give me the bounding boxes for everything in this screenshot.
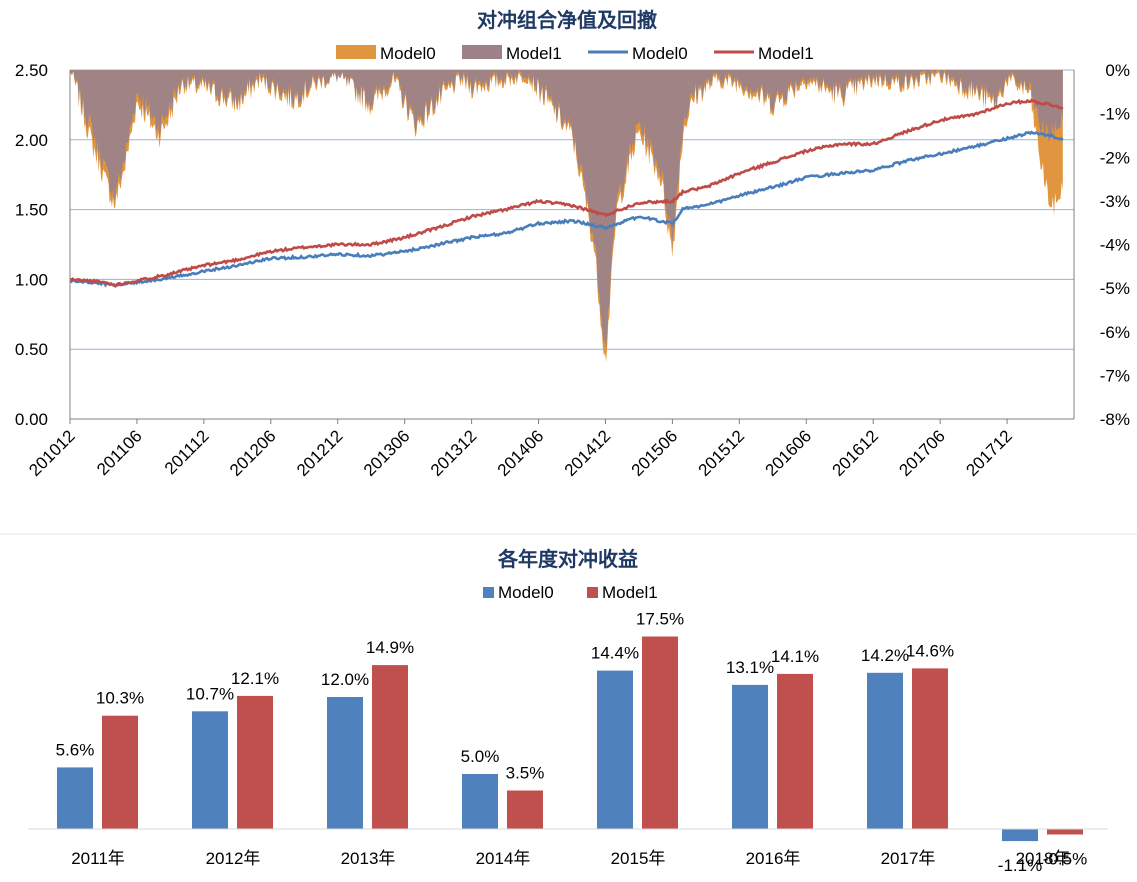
left-tick-label: 0.50 [15,340,48,359]
model1-bar-label: 12.1% [231,669,279,688]
x-tick-label: 201012 [25,426,79,480]
model0-bar [327,697,363,829]
right-tick-label: -5% [1100,279,1130,298]
model0-bar-label: 14.4% [591,644,639,663]
category-label: 2013年 [341,849,396,868]
right-tick-label: -2% [1100,148,1130,167]
top-chart-right-ticks: 0% -1% -2% -3% -4% -5% -6% -7% -8% [1100,61,1130,429]
right-tick-label: -1% [1100,105,1130,124]
legend-bar-model0-swatch [483,587,494,598]
model1-bar [912,668,948,829]
x-tick-label: 201412 [561,426,615,480]
legend-model0-area-swatch [336,45,376,59]
model0-bar-label: 10.7% [186,684,234,703]
x-tick-label: 201612 [828,426,882,480]
x-tick-label: 201312 [427,426,481,480]
model1-bar-label: 10.3% [96,689,144,708]
right-tick-label: -8% [1100,410,1130,429]
category-label: 2014年 [476,849,531,868]
right-tick-label: -6% [1100,323,1130,342]
right-tick-label: -3% [1100,192,1130,211]
category-label: 2016年 [746,849,801,868]
legend-model1-area-label: Model1 [506,44,562,63]
bottom-chart-legend: Model0 Model1 [483,583,658,602]
model1-bar [237,695,273,829]
model0-bar [732,684,768,829]
top-chart-axes [69,70,1075,420]
model1-bar [507,790,543,829]
model0-bar-label: 12.0% [321,670,369,689]
category-label: 2017年 [881,849,936,868]
bottom-chart-data-labels: 5.6% 10.3% 10.7%12.1% 12.0% 14.9% 5.0% 3.5% 14.… [56,610,1088,876]
model0-bar-label: 5.6% [56,740,95,759]
model1-bar-label: 14.1% [771,647,819,666]
model1-drawdown-area [70,70,1063,350]
top-chart-nav-lines [69,98,1064,289]
x-tick-label: 201606 [762,426,816,480]
model1-bar-label: 14.9% [366,638,414,657]
model0-bar [1002,829,1038,842]
legend-model1-area-swatch [462,45,502,59]
top-chart-title: 对冲组合净值及回撤 [477,8,657,32]
top-chart-x-ticks: 201012 201106 201112 201206 201212 201306 2013… [25,419,1016,480]
x-tick-label: 201512 [695,426,749,480]
model1-bar-label: 3.5% [506,764,545,783]
category-label: 2012年 [206,849,261,868]
bottom-chart-bars [57,636,1083,842]
model1-bar [372,665,408,829]
legend-bar-model1-label: Model1 [602,583,658,602]
top-chart-left-ticks: 0.00 0.50 1.00 1.50 2.00 2.50 [15,61,48,429]
top-chart-drawdown-areas [70,70,1063,362]
category-label: 2018年 [1016,849,1071,868]
x-tick-label: 201106 [93,426,146,479]
category-label: 2011年 [71,849,125,868]
model0-bar [462,774,498,829]
bottom-chart-category-labels: 2011年 2012年 2013年 2014年 2015年 2016年 2017年 2018年 [71,849,1070,868]
model0-nav-line [69,130,1064,289]
model1-bar [102,715,138,829]
legend-model0-line-label: Model0 [632,44,688,63]
legend-bar-model1-swatch [587,587,598,598]
left-tick-label: 1.50 [15,201,48,220]
legend-model1-line-label: Model1 [758,44,814,63]
left-tick-label: 0.00 [15,410,48,429]
model1-bar-label: 14.6% [906,641,954,660]
x-tick-label: 201306 [360,426,414,480]
model1-bar-label: 17.5% [636,610,684,629]
model1-bar [1047,829,1083,835]
bottom-chart-title: 各年度对冲收益 [497,547,638,571]
model0-bar [192,711,228,829]
x-tick-label: 201112 [161,426,213,478]
x-tick-label: 201706 [895,426,949,480]
model0-bar-label: 14.2% [861,646,909,665]
right-tick-label: -7% [1100,366,1130,385]
model1-nav-line [69,98,1064,288]
legend-model0-area-label: Model0 [380,44,436,63]
model1-bar-label: -0.5% [1043,850,1087,869]
right-tick-label: -4% [1100,236,1130,255]
model0-bar [597,670,633,829]
x-tick-label: 201212 [293,426,347,480]
x-tick-label: 201406 [494,426,548,480]
model0-bar-label: 13.1% [726,658,774,677]
left-tick-label: 1.00 [15,270,48,289]
model1-bar [777,673,813,829]
model0-bar-label: 5.0% [461,747,500,766]
category-label: 2015年 [611,849,666,868]
model0-bar-label: -1.1% [998,856,1042,875]
left-tick-label: 2.50 [15,61,48,80]
left-tick-label: 2.00 [15,131,48,150]
x-tick-label: 201712 [962,426,1016,480]
x-tick-label: 201206 [226,426,280,480]
top-chart-legend: Model0 Model1 Model0 Model1 [336,44,814,63]
x-tick-label: 201506 [628,426,682,480]
model0-bar [867,672,903,829]
model0-bar [57,767,93,829]
right-tick-label: 0% [1105,61,1130,80]
legend-bar-model0-label: Model0 [498,583,554,602]
model1-bar [642,636,678,829]
